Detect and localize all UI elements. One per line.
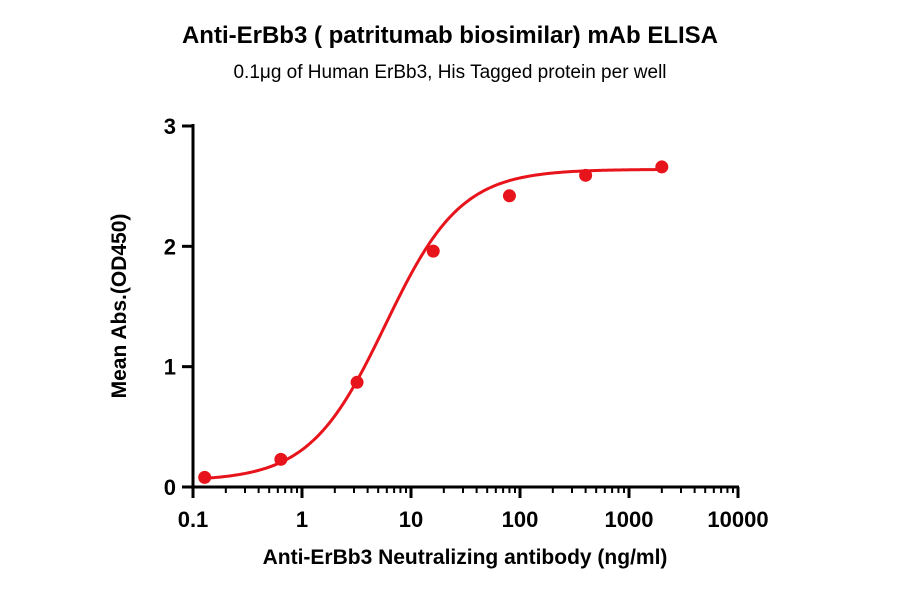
x-tick-label: 1000 bbox=[605, 507, 654, 532]
chart-title: Anti-ErBb3 ( patritumab biosimilar) mAb … bbox=[181, 22, 719, 49]
x-tick-label: 10 bbox=[399, 507, 423, 532]
y-tick-label: 1 bbox=[164, 355, 176, 380]
x-tick-label: 100 bbox=[502, 507, 539, 532]
chart-subtitle: 0.1μg of Human ErBb3, His Tagged protein… bbox=[233, 62, 667, 83]
x-axis-label: Anti-ErBb3 Neutralizing antibody (ng/ml) bbox=[263, 546, 668, 569]
data-point bbox=[274, 452, 288, 466]
y-tick-label: 3 bbox=[164, 114, 176, 139]
y-tick-label: 2 bbox=[164, 234, 176, 259]
axes: 0 1 2 3 0.1 1 10 100 1000 10000 bbox=[164, 114, 769, 532]
data-point bbox=[655, 160, 669, 174]
data-point bbox=[426, 244, 440, 258]
y-tick-label: 0 bbox=[164, 475, 176, 500]
fit-curve bbox=[204, 168, 662, 480]
data-point bbox=[350, 375, 364, 389]
x-tick-label: 1 bbox=[296, 507, 308, 532]
data-point bbox=[198, 470, 212, 484]
x-tick-label: 0.1 bbox=[178, 507, 209, 532]
fit-curve-group bbox=[204, 168, 662, 480]
data-points bbox=[198, 160, 669, 484]
x-tick-label: 10000 bbox=[707, 507, 768, 532]
data-point bbox=[579, 168, 593, 182]
data-point bbox=[502, 189, 516, 203]
y-axis-label: Mean Abs.(OD450) bbox=[108, 214, 131, 399]
